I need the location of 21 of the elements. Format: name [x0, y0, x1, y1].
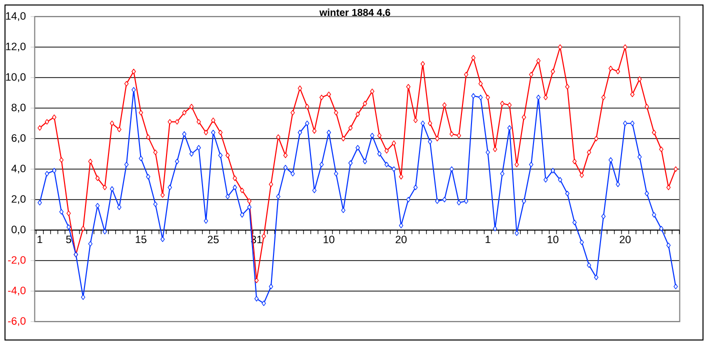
x-tick-label: 25 — [208, 236, 219, 244]
y-tick-label: -6,0 — [8, 317, 26, 326]
y-tick-label: 14,0 — [6, 12, 26, 21]
x-tick-label: 20 — [396, 236, 407, 244]
y-tick-label: 8,0 — [12, 104, 26, 112]
y-tick-label: -4,0 — [8, 286, 26, 296]
y-tick-label: -2,0 — [8, 256, 26, 265]
x-tick-label: 15 — [136, 236, 146, 244]
y-tick-label: 0,0 — [12, 226, 26, 234]
x-tick-label: 10 — [324, 236, 334, 244]
y-tick-label: 4,0 — [11, 164, 26, 174]
y-tick-label: 10,0 — [6, 73, 26, 82]
x-tick-label: 1 — [38, 236, 42, 244]
y-tick-label: 2,0 — [12, 195, 26, 204]
chart-title: winter 1884 4,6 — [319, 8, 390, 18]
x-tick-label: 5 — [66, 236, 72, 244]
x-tick-label: 1 — [486, 236, 490, 244]
x-tick-label: 20 — [620, 236, 631, 244]
y-tick-label: 12,0 — [6, 42, 26, 52]
y-tick-label: 6,0 — [12, 134, 26, 143]
x-tick-label: 10 — [548, 236, 558, 244]
